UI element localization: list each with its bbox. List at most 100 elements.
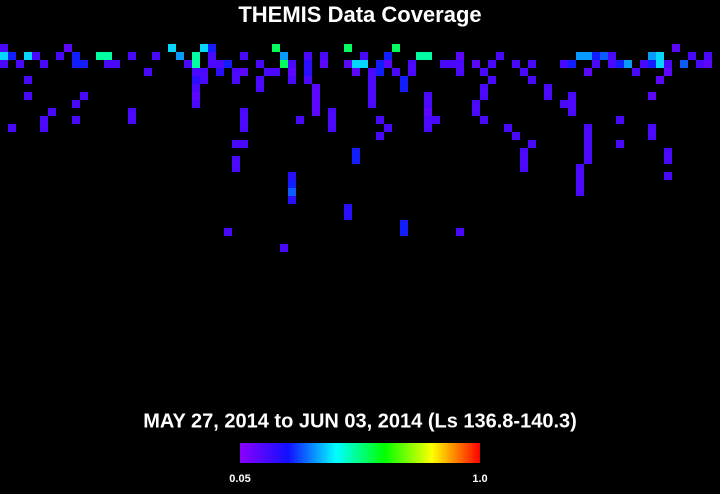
chart-subtitle: MAY 27, 2014 to JUN 03, 2014 (Ls 136.8-1… <box>143 410 577 432</box>
coverage-cell <box>232 140 240 148</box>
coverage-cell <box>272 44 280 52</box>
coverage-cell <box>648 52 656 60</box>
coverage-cell <box>360 60 368 68</box>
coverage-cell <box>328 116 336 124</box>
coverage-cell <box>584 132 592 140</box>
coverage-cell <box>376 132 384 140</box>
coverage-cell <box>504 124 512 132</box>
coverage-cell <box>288 76 296 84</box>
coverage-cell <box>256 84 264 92</box>
coverage-cell <box>128 108 136 116</box>
coverage-cell <box>424 116 432 124</box>
coverage-cell <box>408 60 416 68</box>
coverage-cell <box>480 116 488 124</box>
coverage-cell <box>424 92 432 100</box>
coverage-cell <box>8 52 16 60</box>
coverage-cell <box>688 52 696 60</box>
coverage-cell <box>40 124 48 132</box>
coverage-cell <box>240 108 248 116</box>
coverage-cell <box>64 44 72 52</box>
coverage-cell <box>24 52 32 60</box>
coverage-cell <box>96 52 104 60</box>
coverage-cell <box>192 84 200 92</box>
colorbar <box>240 443 480 463</box>
coverage-cell <box>184 60 192 68</box>
coverage-cell <box>480 92 488 100</box>
coverage-cell <box>424 108 432 116</box>
coverage-cell <box>520 68 528 76</box>
coverage-cell <box>648 132 656 140</box>
coverage-cell <box>584 52 592 60</box>
coverage-cell <box>192 52 200 60</box>
coverage-cell <box>72 52 80 60</box>
coverage-cell <box>344 204 352 212</box>
coverage-cell <box>72 100 80 108</box>
coverage-cell <box>176 52 184 60</box>
coverage-cell <box>312 84 320 92</box>
coverage-cell <box>256 76 264 84</box>
coverage-cell <box>232 156 240 164</box>
coverage-cell <box>568 100 576 108</box>
coverage-cell <box>696 60 704 68</box>
coverage-cell <box>456 228 464 236</box>
coverage-cell <box>352 60 360 68</box>
coverage-cell <box>360 52 368 60</box>
coverage-cell <box>112 60 120 68</box>
coverage-cell <box>128 52 136 60</box>
coverage-cell <box>368 68 376 76</box>
coverage-cell <box>568 60 576 68</box>
coverage-cell <box>472 60 480 68</box>
coverage-cell <box>320 60 328 68</box>
coverage-cell <box>656 52 664 60</box>
coverage-cell <box>224 60 232 68</box>
coverage-cell <box>400 228 408 236</box>
coverage-cell <box>632 68 640 76</box>
coverage-cell <box>128 116 136 124</box>
coverage-cell <box>544 84 552 92</box>
coverage-cell <box>288 196 296 204</box>
coverage-cell <box>272 68 280 76</box>
coverage-cell <box>472 108 480 116</box>
coverage-cell <box>240 124 248 132</box>
coverage-cell <box>240 68 248 76</box>
coverage-cell <box>568 108 576 116</box>
coverage-cell <box>544 92 552 100</box>
coverage-cell <box>56 52 64 60</box>
coverage-cell <box>456 52 464 60</box>
coverage-cell <box>144 68 152 76</box>
coverage-cell <box>400 76 408 84</box>
coverage-cell <box>200 68 208 76</box>
coverage-cell <box>32 52 40 60</box>
coverage-cell <box>256 60 264 68</box>
coverage-cell <box>496 52 504 60</box>
coverage-cell <box>368 92 376 100</box>
coverage-cell <box>520 156 528 164</box>
coverage-cell <box>192 68 200 76</box>
coverage-cell <box>152 52 160 60</box>
coverage-cell <box>312 92 320 100</box>
coverage-cell <box>168 44 176 52</box>
coverage-cell <box>304 76 312 84</box>
coverage-cell <box>344 212 352 220</box>
coverage-cell <box>0 60 8 68</box>
coverage-cell <box>512 132 520 140</box>
coverage-cell <box>528 140 536 148</box>
coverage-cell <box>216 60 224 68</box>
coverage-cell <box>328 108 336 116</box>
coverage-cell <box>288 188 296 196</box>
coverage-cell <box>432 116 440 124</box>
coverage-cell <box>592 60 600 68</box>
coverage-cell <box>304 68 312 76</box>
coverage-cell <box>232 76 240 84</box>
coverage-cell <box>608 52 616 60</box>
coverage-cell <box>240 52 248 60</box>
coverage-cell <box>448 60 456 68</box>
coverage-cell <box>664 68 672 76</box>
coverage-cell <box>344 60 352 68</box>
coverage-cell <box>104 60 112 68</box>
coverage-cell <box>520 148 528 156</box>
coverage-cell <box>584 68 592 76</box>
coverage-cell <box>288 60 296 68</box>
coverage-cell <box>440 60 448 68</box>
coverage-cell <box>488 60 496 68</box>
